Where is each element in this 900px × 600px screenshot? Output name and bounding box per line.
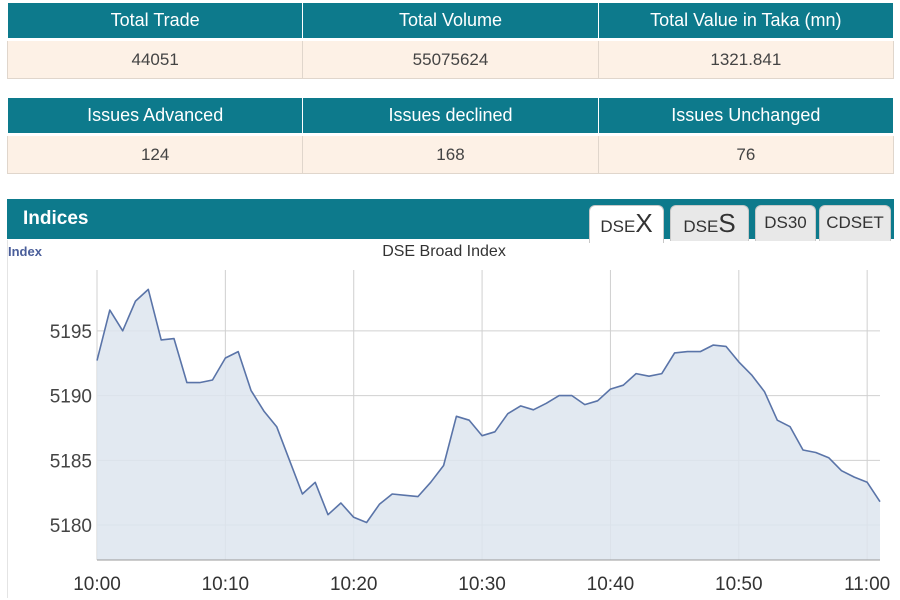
- series-area-fill: [97, 289, 880, 560]
- tab-dses-prefix: DSE: [683, 217, 719, 236]
- total-trade-header: Total Trade: [6, 2, 304, 41]
- dse-broad-index-chart: 10:00 10:10 10:20 10:30 10:40 10:50 11:00 5180 5…: [50, 270, 890, 595]
- series-line: [96, 288, 881, 524]
- tab-dsex-prefix: DSE: [600, 217, 636, 236]
- y-tick-label: 5195: [50, 322, 92, 343]
- x-tick-label: 10:30: [458, 574, 506, 595]
- x-tick-label: 11:00: [844, 574, 890, 595]
- issues-unchanged-header: Issues Unchanged: [597, 97, 895, 136]
- x-tick-label: 10:10: [202, 574, 250, 595]
- tab-dses-suffix: S: [718, 208, 736, 238]
- indices-header-bar: Indices DSEX DSES DS30 CDSET: [7, 199, 894, 243]
- tab-dsex-suffix: X: [635, 208, 653, 238]
- market-summary-table: Total Trade Total Volume Total Value in …: [6, 2, 895, 79]
- chart-y-axis-label: Index: [8, 244, 42, 259]
- total-value-header: Total Value in Taka (mn): [597, 2, 895, 41]
- x-tick-label: 10:00: [73, 574, 121, 595]
- tab-dsex[interactable]: DSEX: [589, 205, 664, 243]
- y-tick-label: 5190: [50, 387, 92, 408]
- tab-ds30[interactable]: DS30: [755, 205, 816, 241]
- tab-cdset[interactable]: CDSET: [819, 205, 891, 241]
- total-volume-header: Total Volume: [302, 2, 599, 41]
- issues-advanced-value: 124: [6, 134, 304, 174]
- y-tick-label: 5180: [50, 516, 92, 537]
- total-trade-value: 44051: [6, 39, 304, 79]
- total-volume-value: 55075624: [302, 39, 599, 79]
- issues-declined-header: Issues declined: [302, 97, 599, 136]
- x-tick-label: 10:40: [587, 574, 635, 595]
- issues-summary-table: Issues Advanced Issues declined Issues U…: [6, 97, 895, 174]
- x-tick-label: 10:20: [330, 574, 378, 595]
- y-tick-label: 5185: [50, 451, 92, 472]
- index-chart-panel: 10:00 10:10 10:20 10:30 10:40 10:50 11:00 5180 5…: [7, 240, 894, 598]
- issues-unchanged-value: 76: [597, 134, 895, 174]
- x-tick-label: 10:50: [715, 574, 763, 595]
- issues-declined-value: 168: [302, 134, 599, 174]
- tab-dses[interactable]: DSES: [670, 205, 749, 241]
- issues-advanced-header: Issues Advanced: [6, 97, 304, 136]
- indices-title: Indices: [23, 208, 89, 229]
- tab-ds30-label: DS30: [764, 213, 807, 232]
- chart-title: DSE Broad Index: [382, 243, 506, 260]
- total-value-value: 1321.841: [597, 39, 895, 79]
- tab-cdset-label: CDSET: [826, 213, 884, 232]
